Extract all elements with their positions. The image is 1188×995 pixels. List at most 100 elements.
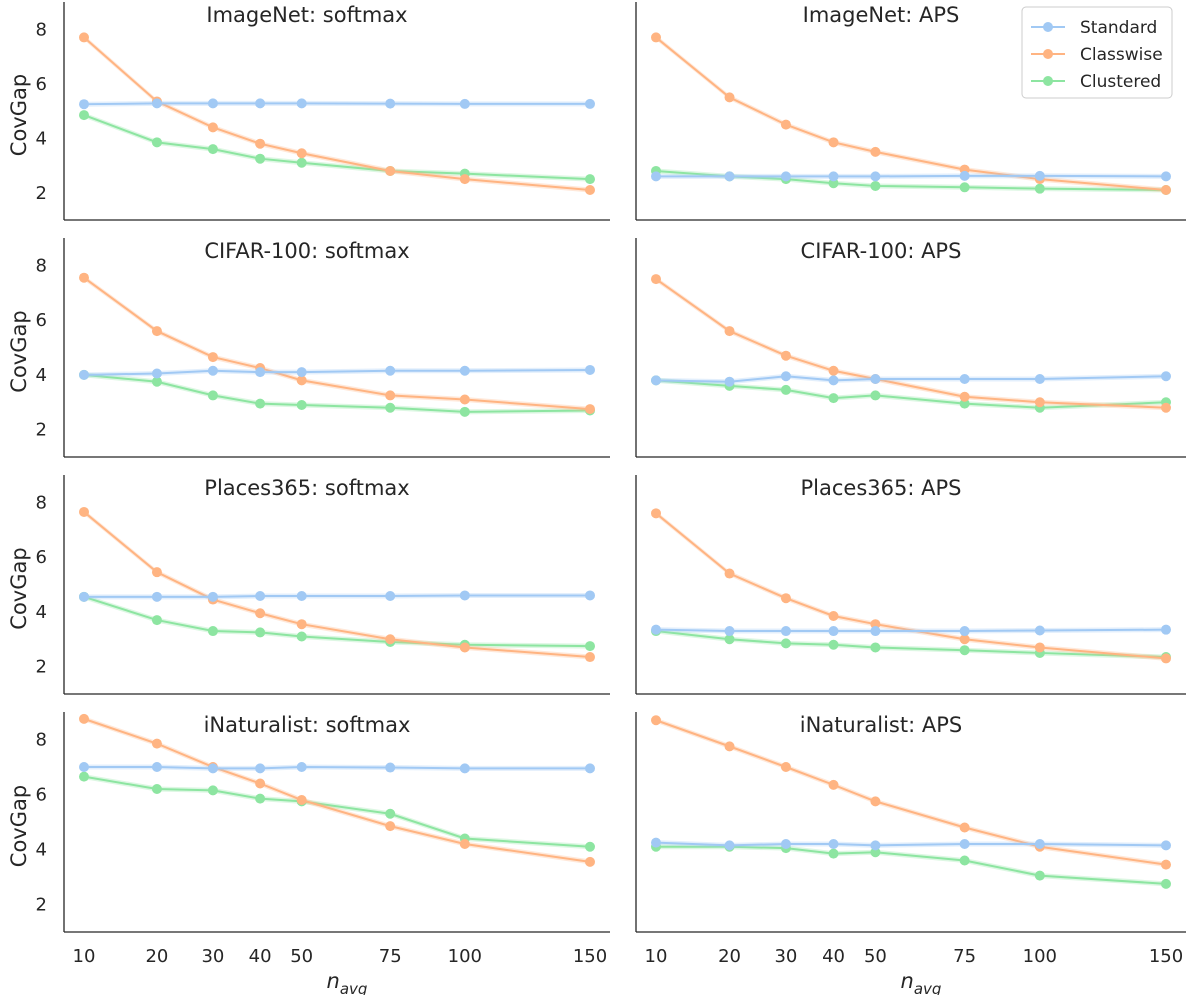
- data-point: [296, 631, 307, 642]
- data-point: [459, 642, 470, 653]
- series-line: [83, 276, 591, 411]
- data-point: [151, 376, 162, 387]
- data-point: [459, 98, 470, 109]
- data-point: [255, 778, 266, 789]
- data-point: [780, 371, 791, 382]
- data-point: [207, 365, 218, 376]
- panel-cifar-100-aps: CIFAR-100: APS: [635, 238, 1186, 458]
- data-point: [585, 841, 595, 852]
- panel-inaturalist-aps: iNaturalist: APS 10 20 30 40 50 75 100 150 navg: [635, 712, 1186, 995]
- data-point: [780, 384, 791, 395]
- data-point: [79, 110, 89, 121]
- x-tick-label: 50: [864, 946, 887, 967]
- series-standard: [651, 837, 1171, 851]
- data-point: [207, 352, 218, 363]
- panel-title: Places365: APS: [801, 476, 962, 500]
- series-standard: [651, 624, 1171, 637]
- data-point: [870, 373, 881, 384]
- data-point: [870, 642, 881, 653]
- data-point: [385, 390, 396, 401]
- data-point: [1161, 859, 1171, 870]
- data-point: [151, 326, 162, 337]
- data-point: [585, 763, 595, 774]
- panel-title: CIFAR-100: softmax: [204, 239, 409, 263]
- y-tick-label: 6: [36, 547, 47, 568]
- y-tick-label: 8: [36, 255, 47, 276]
- series-line: [83, 368, 591, 376]
- data-point: [585, 174, 595, 185]
- data-point: [296, 157, 307, 168]
- data-point: [959, 626, 970, 637]
- data-point: [151, 137, 162, 148]
- data-point: [79, 99, 89, 110]
- series-line: [83, 595, 591, 648]
- panel-title: Places365: softmax: [204, 476, 409, 500]
- x-tick-label: 75: [953, 946, 976, 967]
- series-line: [655, 512, 1167, 660]
- y-axis-label: CovGap: [7, 310, 31, 392]
- series-line: [655, 628, 1167, 633]
- y-tick-label: 8: [36, 19, 47, 40]
- data-point: [780, 839, 791, 849]
- data-point: [255, 138, 266, 149]
- data-point: [459, 590, 470, 601]
- data-point: [828, 779, 839, 790]
- data-point: [870, 626, 881, 637]
- data-point: [780, 119, 791, 130]
- y-tick-label: 4: [36, 365, 47, 386]
- data-point: [385, 821, 396, 832]
- data-point: [828, 375, 839, 386]
- series-classwise: [79, 506, 595, 663]
- data-point: [385, 762, 396, 773]
- data-point: [207, 626, 218, 637]
- series-standard: [79, 364, 595, 380]
- series-line: [655, 278, 1167, 409]
- data-point: [79, 272, 89, 283]
- data-point: [959, 855, 970, 866]
- data-point: [255, 367, 266, 378]
- series-line: [83, 102, 590, 106]
- data-point: [724, 568, 735, 579]
- data-point: [959, 822, 970, 833]
- data-point: [296, 619, 307, 630]
- data-point: [255, 398, 266, 409]
- series-classwise: [651, 32, 1171, 196]
- data-point: [828, 137, 839, 148]
- legend-label-classwise: Classwise: [1080, 45, 1163, 65]
- x-tick-label: 150: [573, 946, 607, 967]
- series-band: [656, 34, 1166, 193]
- legend-label-clustered: Clustered: [1080, 72, 1161, 92]
- data-point: [724, 840, 735, 851]
- y-tick-label: 4: [36, 128, 47, 149]
- data-point: [79, 771, 89, 782]
- data-point: [79, 762, 89, 772]
- data-point: [459, 174, 470, 185]
- panel-imagenet-aps: ImageNet: APS: [635, 2, 1186, 221]
- x-tick-label: 100: [1023, 946, 1057, 967]
- series-classwise: [79, 713, 595, 867]
- legend-marker-clustered: [1043, 76, 1053, 86]
- series-line: [83, 114, 591, 181]
- data-point: [724, 171, 735, 182]
- data-point: [207, 785, 218, 796]
- series-line: [655, 375, 1167, 383]
- data-point: [828, 610, 839, 621]
- data-point: [296, 375, 307, 386]
- data-point: [959, 398, 970, 409]
- legend-label-standard: Standard: [1080, 18, 1157, 38]
- x-tick-label: 40: [249, 946, 272, 967]
- series-band: [84, 774, 590, 850]
- series-standard: [79, 762, 595, 774]
- data-point: [585, 98, 595, 109]
- series-line: [83, 717, 591, 863]
- data-point: [780, 350, 791, 361]
- y-tick-label: 6: [36, 310, 47, 331]
- data-point: [585, 590, 595, 601]
- data-point: [1034, 183, 1045, 194]
- series-clustered: [79, 110, 595, 185]
- data-point: [459, 839, 470, 849]
- panel-title: CIFAR-100: APS: [801, 239, 962, 263]
- data-point: [1034, 870, 1045, 881]
- data-point: [459, 365, 470, 376]
- series-band: [84, 275, 590, 412]
